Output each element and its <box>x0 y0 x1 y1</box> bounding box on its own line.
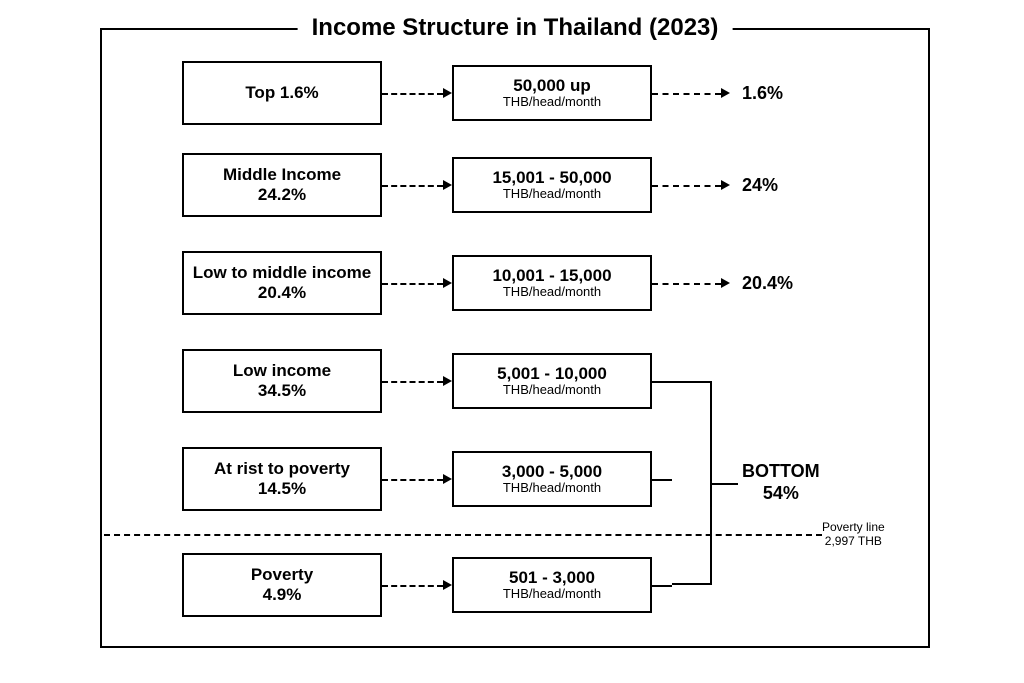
bracket-stub <box>652 585 672 587</box>
arrowhead-icon <box>721 88 730 98</box>
range-box: 10,001 - 15,000THB/head/month <box>452 255 652 311</box>
category-percent: 34.5% <box>258 381 306 401</box>
range-box: 3,000 - 5,000THB/head/month <box>452 451 652 507</box>
income-row: Poverty4.9% 501 - 3,000THB/head/month <box>102 550 928 620</box>
arrowhead-icon <box>443 88 452 98</box>
category-label: Top 1.6% <box>245 83 318 103</box>
category-label: Poverty <box>251 565 313 585</box>
bottom-label-pct: 54% <box>742 483 820 505</box>
arrowhead-icon <box>443 278 452 288</box>
arrowhead-icon <box>721 180 730 190</box>
range-value: 10,001 - 15,000 <box>492 266 611 286</box>
row-percent: 1.6% <box>742 58 783 128</box>
category-percent: 4.9% <box>263 585 302 605</box>
dashed-arrow <box>382 381 443 383</box>
range-value: 501 - 3,000 <box>509 568 595 588</box>
category-box: Low income34.5% <box>182 349 382 413</box>
bottom-label-text: BOTTOM <box>742 461 820 483</box>
range-unit: THB/head/month <box>503 95 601 110</box>
diagram-frame: Income Structure in Thailand (2023) Top … <box>100 28 930 648</box>
category-percent: 24.2% <box>258 185 306 205</box>
arrowhead-icon <box>443 376 452 386</box>
dashed-arrow <box>652 93 721 95</box>
poverty-line-value: 2,997 THB <box>822 534 885 548</box>
dashed-arrow <box>652 283 721 285</box>
category-percent: 14.5% <box>258 479 306 499</box>
category-percent: 20.4% <box>258 283 306 303</box>
income-row: Low to middle income20.4%10,001 - 15,000… <box>102 248 928 318</box>
arrowhead-icon <box>443 474 452 484</box>
dashed-arrow <box>382 585 443 587</box>
range-unit: THB/head/month <box>503 187 601 202</box>
income-row: Middle Income24.2% 15,001 - 50,000THB/hea… <box>102 150 928 220</box>
range-value: 3,000 - 5,000 <box>502 462 602 482</box>
bottom-bracket <box>672 381 712 585</box>
range-value: 5,001 - 10,000 <box>497 364 607 384</box>
range-unit: THB/head/month <box>503 587 601 602</box>
bracket-stub <box>652 479 672 481</box>
bracket-stub <box>652 381 672 383</box>
arrowhead-icon <box>443 580 452 590</box>
range-box: 5,001 - 10,000THB/head/month <box>452 353 652 409</box>
category-label: At rist to poverty <box>214 459 350 479</box>
category-label: Middle Income <box>223 165 341 185</box>
row-percent: 20.4% <box>742 248 793 318</box>
dashed-arrow <box>652 185 721 187</box>
dashed-arrow <box>382 185 443 187</box>
category-label: Low to middle income <box>193 263 372 283</box>
range-box: 15,001 - 50,000THB/head/month <box>452 157 652 213</box>
diagram-title: Income Structure in Thailand (2023) <box>298 14 733 42</box>
bracket-stub <box>712 483 738 485</box>
category-box: Middle Income24.2% <box>182 153 382 217</box>
category-label: Low income <box>233 361 331 381</box>
poverty-line-label: Poverty line2,997 THB <box>822 520 885 549</box>
category-box: Top 1.6% <box>182 61 382 125</box>
range-box: 501 - 3,000THB/head/month <box>452 557 652 613</box>
dashed-arrow <box>382 479 443 481</box>
range-box: 50,000 upTHB/head/month <box>452 65 652 121</box>
range-unit: THB/head/month <box>503 285 601 300</box>
income-row: Top 1.6% 50,000 upTHB/head/month <box>102 58 928 128</box>
arrowhead-icon <box>443 180 452 190</box>
dashed-arrow <box>382 283 443 285</box>
range-unit: THB/head/month <box>503 481 601 496</box>
income-row: Low income34.5% 5,001 - 10,000THB/head/mo… <box>102 346 928 416</box>
poverty-line <box>104 534 822 536</box>
range-value: 15,001 - 50,000 <box>492 168 611 188</box>
range-unit: THB/head/month <box>503 383 601 398</box>
arrowhead-icon <box>721 278 730 288</box>
poverty-line-title: Poverty line <box>822 520 885 534</box>
bottom-group-label: BOTTOM54% <box>742 461 820 504</box>
category-box: At rist to poverty14.5% <box>182 447 382 511</box>
row-percent: 24% <box>742 150 778 220</box>
category-box: Low to middle income20.4% <box>182 251 382 315</box>
range-value: 50,000 up <box>513 76 591 96</box>
category-box: Poverty4.9% <box>182 553 382 617</box>
dashed-arrow <box>382 93 443 95</box>
